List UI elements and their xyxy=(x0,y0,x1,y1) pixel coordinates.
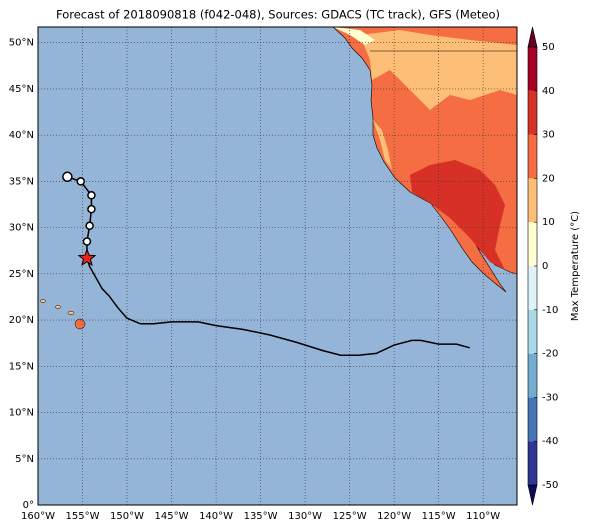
y-tick-label: 20°N xyxy=(9,315,34,326)
y-tick-label: 10°N xyxy=(9,408,34,419)
forecast-point xyxy=(85,221,94,231)
colorbar-band xyxy=(528,309,537,354)
x-tick-label: 120°W xyxy=(377,511,411,522)
y-tick-label: 45°N xyxy=(9,84,34,95)
colorbar-band xyxy=(528,134,537,179)
colorbar-tick-label: 50 xyxy=(542,42,555,53)
colorbar-band xyxy=(528,441,537,485)
x-tick-label: 155°W xyxy=(66,511,100,522)
colorbar-band xyxy=(528,397,537,442)
x-tick-label: 135°W xyxy=(244,511,278,522)
island xyxy=(40,299,46,303)
forecast-point xyxy=(87,204,96,214)
y-tick-label: 35°N xyxy=(9,176,34,187)
colorbar-tick-label: -40 xyxy=(542,436,558,447)
hot-region xyxy=(410,160,505,270)
forecast-point xyxy=(87,191,96,200)
colorbar-band xyxy=(528,90,537,135)
track-line xyxy=(86,257,471,356)
y-tick-label: 5°N xyxy=(15,454,34,465)
island xyxy=(74,318,86,330)
colorbar-band xyxy=(528,47,537,91)
x-tick-label: 140°W xyxy=(199,511,233,522)
x-tick-label: 110°W xyxy=(466,511,500,522)
island xyxy=(67,310,75,316)
colorbar-band xyxy=(528,178,537,223)
cool-region xyxy=(333,27,375,45)
x-tick-label: 125°W xyxy=(333,511,367,522)
forecast-point xyxy=(82,237,92,246)
colorbar-tick-label: -20 xyxy=(542,349,558,360)
colorbar-label: Max Temperature (°C) xyxy=(570,211,581,321)
y-tick-label: 40°N xyxy=(9,130,34,141)
colorbar-band xyxy=(528,222,537,266)
colorbar-tick-label: 20 xyxy=(542,173,555,184)
colorbar-tick-label: -10 xyxy=(542,305,558,316)
x-tick-label: 115°W xyxy=(422,511,456,522)
colorbar-band xyxy=(528,353,537,398)
colorbar-extend-top xyxy=(527,26,538,48)
colorbar-tick-label: 10 xyxy=(542,217,555,228)
forecast-point xyxy=(76,177,85,186)
y-tick-label: 0° xyxy=(23,500,34,511)
colorbar-tick-label: 30 xyxy=(542,130,555,141)
x-tick-label: 160°W xyxy=(21,511,55,522)
colorbar-tick-label: -30 xyxy=(542,392,558,403)
y-tick-label: 50°N xyxy=(9,38,34,49)
y-tick-label: 25°N xyxy=(9,269,34,280)
coastal-region xyxy=(373,120,392,170)
y-tick-label: 30°N xyxy=(9,223,34,234)
x-tick-label: 130°W xyxy=(288,511,322,522)
storm-position xyxy=(77,248,97,267)
layer xyxy=(37,27,517,506)
map-frame xyxy=(37,26,518,506)
map-title: Forecast of 2018090818 (f042-048), Sourc… xyxy=(56,8,500,22)
colorbar-tick-label: -50 xyxy=(542,480,558,491)
x-tick-label: 150°W xyxy=(110,511,144,522)
colorbar-tick-label: 0 xyxy=(542,261,548,272)
forecast-point xyxy=(62,171,73,183)
y-tick-label: 15°N xyxy=(9,361,34,372)
colorbar-band xyxy=(528,266,537,310)
colorbar-tick-label: 40 xyxy=(542,86,555,97)
island xyxy=(55,305,61,309)
colorbar-extend-bottom xyxy=(527,484,538,506)
x-tick-label: 145°W xyxy=(155,511,189,522)
